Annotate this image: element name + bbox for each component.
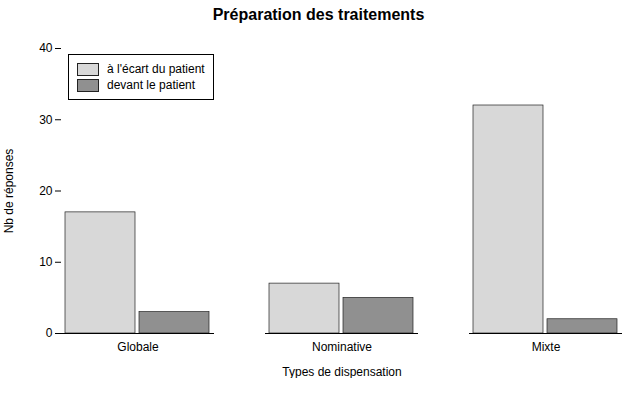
svg-text:Nominative: Nominative [312, 340, 372, 354]
svg-text:Globale: Globale [117, 340, 159, 354]
svg-text:Mixte: Mixte [532, 340, 561, 354]
html-text:à l'écart du patient: à l'écart du patient [107, 62, 205, 76]
svg-text:Nb de réponses: Nb de réponses [2, 149, 16, 234]
html-text:devant le patient: devant le patient [107, 78, 196, 92]
svg-text:20: 20 [39, 184, 53, 198]
svg-text:10: 10 [39, 255, 53, 269]
svg-text:Types de dispensation: Types de dispensation [282, 365, 401, 379]
svg-text:30: 30 [39, 113, 53, 127]
html-text:Préparation des traitements: Préparation des traitements [212, 6, 425, 23]
svg-text:40: 40 [39, 41, 53, 55]
svg-text:0: 0 [46, 326, 53, 340]
